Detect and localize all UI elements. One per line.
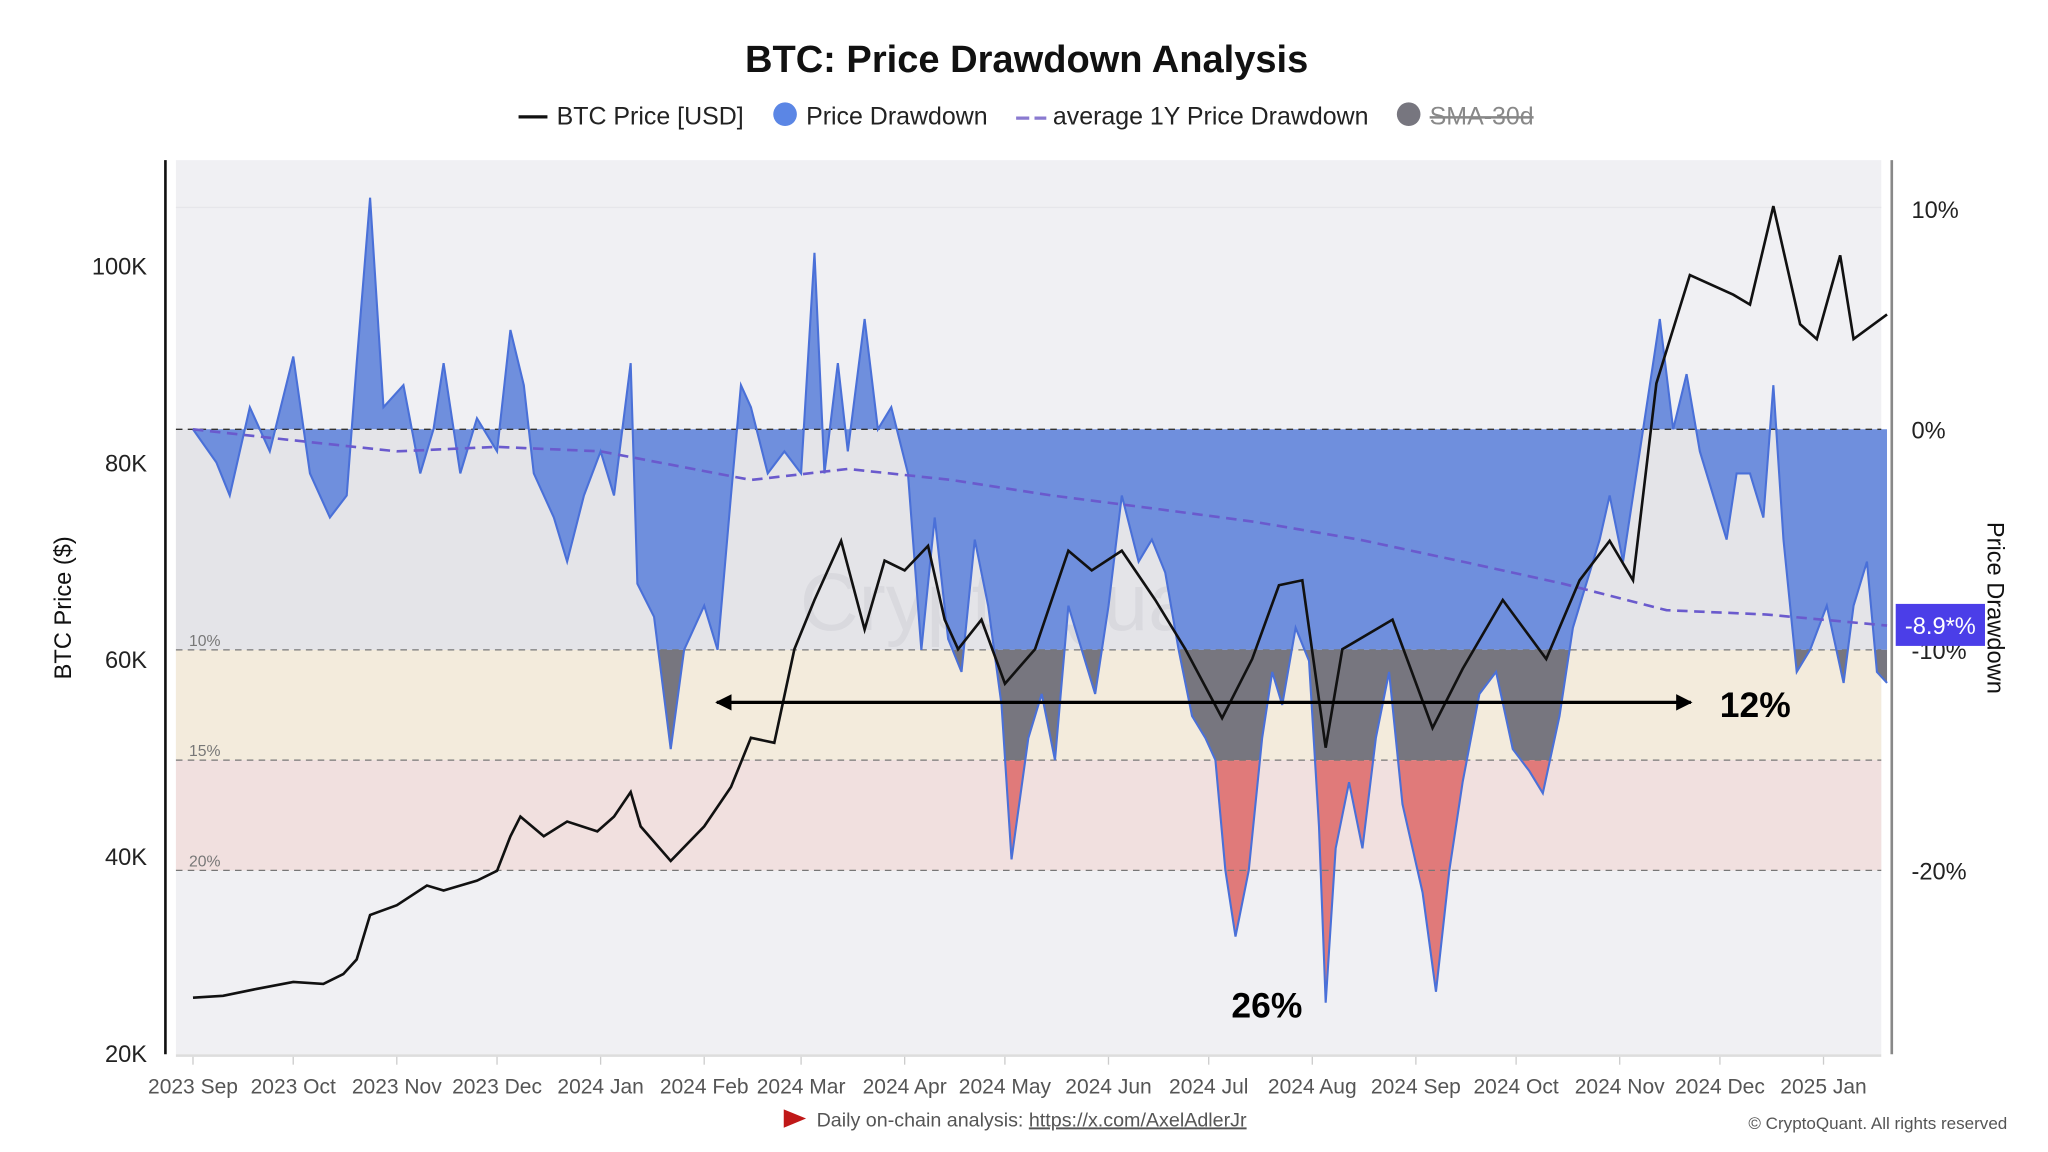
y-left-tick: 20K: [105, 1042, 147, 1068]
x-tick-label: 2024 Jul: [1169, 1076, 1248, 1099]
y-left-tick: 40K: [105, 845, 147, 871]
x-tick-label: 2024 Nov: [1575, 1076, 1665, 1099]
y-right-tick: 0%: [1911, 418, 1945, 444]
right-axis: Price Drawdown 10%0%-10%-20% -8.9*%: [1890, 160, 2008, 1055]
x-tick-label: 2024 Sep: [1371, 1076, 1461, 1099]
current-value-label: -8.9*%: [1905, 614, 1976, 640]
y-left-tick: 60K: [105, 648, 147, 674]
legend-label: Price Drawdown: [806, 103, 988, 131]
svg-text:Daily on-chain analysis: https: Daily on-chain analysis: https://x.com/A…: [817, 1109, 1247, 1131]
x-axis: 2023 Sep 2023 Oct 2023 Nov 2023 Dec 2024 Jan…: [148, 1054, 1882, 1099]
annotations: 12% 26%: [715, 685, 1791, 1025]
chart-title: BTC: Price Drawdown Analysis: [745, 39, 1308, 81]
x-tick-label: 2023 Dec: [452, 1076, 542, 1099]
x-tick-label: 2024 Feb: [660, 1076, 749, 1099]
footer-link[interactable]: https://x.com/AxelAdlerJr: [1029, 1109, 1247, 1131]
legend-item-sma[interactable]: SMA-30d: [1396, 102, 1534, 131]
avg-1y-drawdown-line: [192, 427, 1888, 627]
x-tick-label: 2024 May: [959, 1076, 1052, 1099]
x-tick-label: 2024 Dec: [1675, 1076, 1765, 1099]
annotation-12: 12%: [1720, 685, 1791, 725]
x-tick-label: 2023 Oct: [251, 1076, 336, 1099]
footer: Daily on-chain analysis: https://x.com/A…: [783, 1109, 2007, 1133]
y-left-tick: 100K: [92, 254, 147, 280]
x-tick-label: 2023 Nov: [352, 1076, 442, 1099]
legend-item-avg[interactable]: average 1Y Price Drawdown: [1016, 103, 1368, 131]
x-tick-label: 2024 Aug: [1268, 1076, 1357, 1099]
legend-item-price[interactable]: BTC Price [USD]: [518, 103, 744, 131]
x-tick-label: 2024 Oct: [1473, 1076, 1558, 1099]
legend: BTC Price [USD] Price Drawdown average 1…: [518, 102, 1534, 131]
x-tick-label: 2024 Jan: [557, 1076, 643, 1099]
series-lines: [192, 197, 1888, 1003]
annotation-26: 26%: [1231, 985, 1302, 1025]
x-tick-label: 2025 Jan: [1780, 1076, 1866, 1099]
y-right-tick: 10%: [1911, 198, 1958, 224]
x-tick-label: 2024 Apr: [863, 1076, 947, 1099]
btc-price-line: [192, 205, 1888, 1000]
band-label: 15%: [189, 743, 221, 760]
y-right-tick: -20%: [1911, 860, 1966, 886]
band-label: 10%: [189, 633, 221, 650]
left-axis: 20K 40K 60K 80K 100K BTC Price ($): [51, 160, 167, 1068]
legend-item-drawdown[interactable]: Price Drawdown: [773, 102, 988, 131]
x-tick-label: 2024 Jun: [1065, 1076, 1151, 1099]
y-left-tick: 80K: [105, 451, 147, 477]
legend-label: BTC Price [USD]: [557, 103, 744, 131]
flag-icon: [783, 1109, 807, 1128]
y-axis-left-title: BTC Price ($): [51, 536, 77, 679]
x-tick-label: 2023 Sep: [148, 1076, 238, 1099]
legend-label: SMA-30d: [1430, 103, 1534, 131]
band-label: 20%: [189, 853, 221, 870]
x-tick-label: 2024 Mar: [757, 1076, 846, 1099]
footer-label: Daily on-chain analysis:: [817, 1109, 1029, 1131]
drawdown-line: [192, 197, 1888, 1003]
drawdown-area-red: [1005, 760, 1550, 1003]
current-value-box: [1895, 603, 1985, 646]
y-axis-right-title: Price Drawdown: [1982, 522, 2008, 694]
drawdown-area-blue: [192, 197, 1888, 650]
legend-label: average 1Y Price Drawdown: [1053, 103, 1369, 131]
copyright: © CryptoQuant. All rights reserved: [1748, 1114, 2007, 1133]
band-lines: 10% 15% 20%: [175, 428, 1882, 872]
